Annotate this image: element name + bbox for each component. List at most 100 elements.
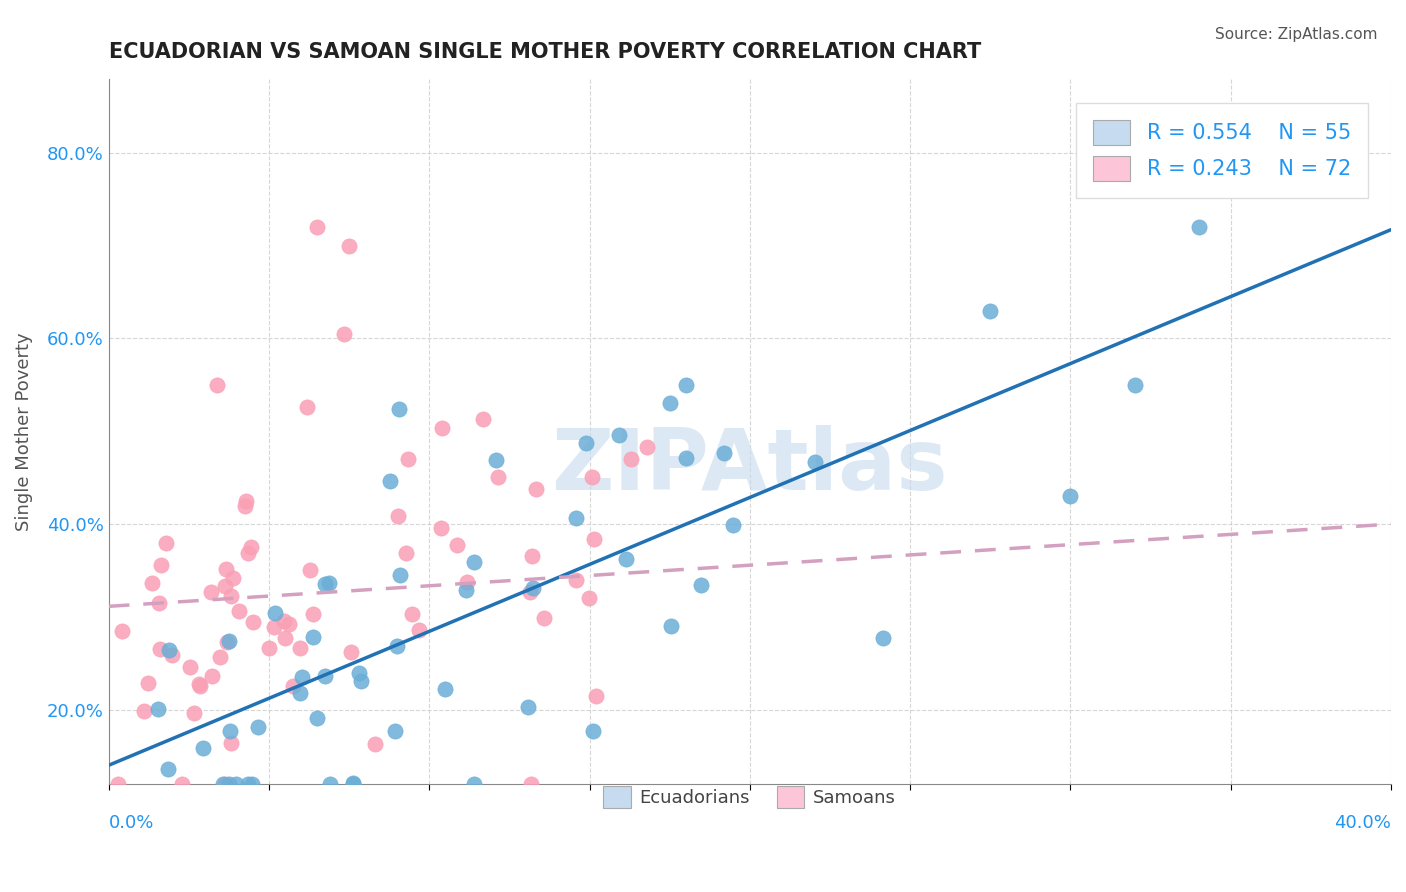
- Point: [218, 633, 240, 648]
- Point: [157, 643, 180, 657]
- Point: [240, 541, 263, 555]
- Point: [614, 552, 637, 566]
- Point: [235, 494, 257, 508]
- Point: [148, 596, 170, 610]
- Point: [432, 421, 454, 435]
- Point: [201, 669, 224, 683]
- Point: [247, 720, 270, 734]
- Point: [314, 577, 336, 591]
- Point: [301, 607, 323, 622]
- Point: [170, 777, 193, 791]
- Point: [872, 631, 894, 645]
- Point: [219, 723, 242, 738]
- Point: [107, 777, 129, 791]
- Point: [620, 451, 643, 466]
- Point: [713, 446, 735, 460]
- Point: [141, 576, 163, 591]
- Point: [979, 303, 1001, 318]
- Point: [136, 675, 159, 690]
- Point: [659, 619, 682, 633]
- Point: [188, 679, 211, 693]
- Point: [291, 670, 314, 684]
- Point: [804, 455, 827, 469]
- Point: [471, 411, 494, 425]
- Point: [520, 777, 543, 791]
- Point: [273, 614, 295, 628]
- Point: [486, 470, 509, 484]
- Point: [288, 641, 311, 656]
- Point: [222, 571, 245, 585]
- Point: [363, 737, 385, 751]
- Point: [314, 668, 336, 682]
- Point: [582, 532, 605, 546]
- Text: 40.0%: 40.0%: [1334, 814, 1391, 832]
- Point: [146, 702, 169, 716]
- Point: [582, 723, 605, 738]
- Point: [522, 549, 544, 563]
- Point: [299, 563, 322, 577]
- Point: [581, 470, 603, 484]
- Point: [408, 623, 430, 637]
- Text: Source: ZipAtlas.com: Source: ZipAtlas.com: [1215, 27, 1378, 42]
- Point: [132, 704, 155, 718]
- Point: [1059, 489, 1081, 503]
- Point: [387, 639, 409, 653]
- Point: [485, 453, 508, 467]
- Point: [517, 699, 540, 714]
- Point: [214, 777, 236, 791]
- Point: [658, 396, 681, 410]
- Point: [636, 440, 658, 454]
- Point: [387, 509, 409, 524]
- Point: [446, 538, 468, 552]
- Point: [157, 762, 180, 776]
- Point: [342, 777, 364, 791]
- Point: [150, 558, 173, 572]
- Point: [319, 777, 342, 791]
- Point: [277, 617, 299, 632]
- Point: [263, 606, 285, 620]
- Point: [302, 630, 325, 644]
- Point: [1123, 377, 1146, 392]
- Text: ECUADORIAN VS SAMOAN SINGLE MOTHER POVERTY CORRELATION CHART: ECUADORIAN VS SAMOAN SINGLE MOTHER POVER…: [108, 42, 981, 62]
- Point: [149, 642, 172, 657]
- Point: [522, 581, 544, 595]
- Point: [233, 499, 256, 513]
- Point: [228, 604, 250, 618]
- Point: [288, 686, 311, 700]
- Point: [219, 736, 242, 750]
- Point: [295, 400, 318, 414]
- Point: [188, 677, 211, 691]
- Point: [212, 777, 235, 791]
- Point: [675, 377, 697, 392]
- Point: [931, 805, 953, 819]
- Point: [524, 482, 547, 496]
- Point: [205, 377, 228, 392]
- Point: [378, 474, 401, 488]
- Point: [519, 584, 541, 599]
- Point: [240, 777, 263, 791]
- Point: [305, 711, 328, 725]
- Point: [1188, 220, 1211, 235]
- Point: [191, 741, 214, 756]
- Point: [456, 574, 478, 589]
- Point: [533, 611, 555, 625]
- Point: [217, 634, 239, 648]
- Point: [463, 777, 485, 791]
- Point: [564, 573, 586, 587]
- Point: [350, 673, 373, 688]
- Point: [456, 583, 478, 598]
- Point: [215, 562, 238, 576]
- Point: [388, 568, 411, 582]
- Point: [162, 648, 184, 662]
- Point: [463, 555, 485, 569]
- Point: [609, 428, 631, 442]
- Point: [434, 681, 457, 696]
- Point: [578, 591, 600, 606]
- Point: [219, 589, 242, 603]
- Text: ZIPAtlas: ZIPAtlas: [551, 425, 948, 508]
- Point: [332, 326, 354, 341]
- Point: [305, 220, 328, 235]
- Point: [430, 521, 453, 535]
- Point: [214, 579, 236, 593]
- Point: [179, 660, 201, 674]
